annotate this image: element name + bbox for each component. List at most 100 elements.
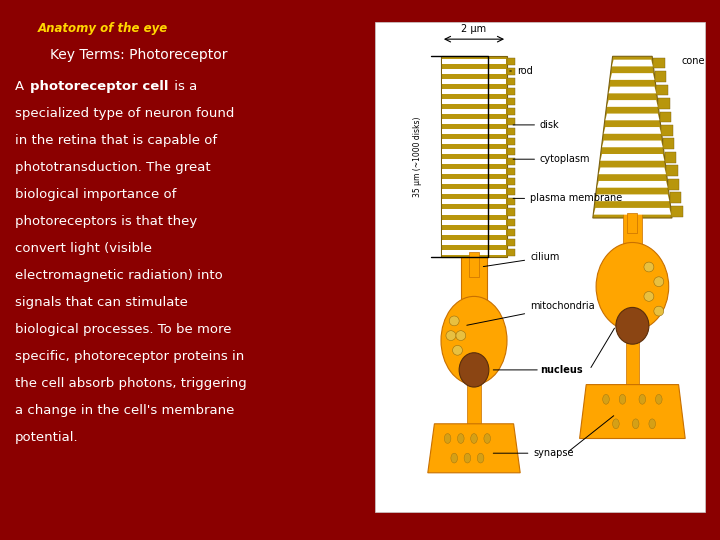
Text: biological processes. To be more: biological processes. To be more [15,323,232,336]
Bar [442,139,506,144]
Ellipse shape [596,242,669,330]
Bar [507,188,516,195]
Bar [658,98,670,109]
Ellipse shape [484,434,490,443]
Bar [663,138,675,149]
Ellipse shape [477,453,484,463]
Ellipse shape [654,277,664,287]
Bar [654,71,666,82]
Ellipse shape [459,353,489,387]
Text: mitochondria: mitochondria [467,301,595,325]
Bar [507,118,516,125]
Bar [442,149,506,154]
Text: cone: cone [682,56,706,66]
Bar [507,88,516,95]
Bar [375,22,705,512]
Bar [507,98,516,105]
Bar [670,192,681,203]
Polygon shape [580,384,685,438]
Bar [442,170,506,174]
Bar [653,58,665,69]
Ellipse shape [446,330,456,341]
Bar [507,68,516,75]
Bar [507,168,516,176]
Bar [469,252,479,277]
Bar [442,109,506,114]
Text: disk: disk [513,120,559,130]
Ellipse shape [444,434,451,443]
Text: photoreceptors is that they: photoreceptors is that they [15,215,197,228]
Ellipse shape [471,434,477,443]
Text: potential.: potential. [15,431,78,444]
Bar [442,159,506,164]
Text: phototransduction. The great: phototransduction. The great [15,161,211,174]
Text: synapse: synapse [493,448,574,458]
Bar [507,58,516,65]
Text: A: A [15,80,28,93]
Ellipse shape [456,330,466,341]
Bar [666,165,678,176]
Bar [461,257,487,306]
Polygon shape [594,208,671,214]
Bar [661,125,672,136]
Polygon shape [612,59,653,66]
Bar [442,59,506,64]
Bar [442,99,506,104]
Text: is a: is a [170,80,197,93]
Bar [507,198,516,205]
Bar [507,178,516,185]
Bar [442,89,506,94]
Ellipse shape [613,419,619,429]
Bar [627,213,637,233]
Bar [442,240,506,245]
Bar [507,219,516,226]
Ellipse shape [603,394,609,404]
Bar [442,179,506,184]
Text: in the retina that is capable of: in the retina that is capable of [15,134,217,147]
Bar [507,138,516,145]
Text: Anatomy of the eye: Anatomy of the eye [38,22,168,35]
Bar [507,108,516,115]
Text: biological importance of: biological importance of [15,188,176,201]
Bar [657,85,668,96]
Bar [442,199,506,205]
Text: convert light (visible: convert light (visible [15,242,152,255]
Bar [507,148,516,155]
Bar [507,78,516,85]
Ellipse shape [453,346,462,355]
Text: cilium: cilium [483,252,559,267]
Text: Key Terms: Photoreceptor: Key Terms: Photoreceptor [50,48,228,62]
Polygon shape [607,100,658,107]
Text: photoreceptor cell: photoreceptor cell [30,80,168,93]
Bar [441,56,507,257]
Bar [442,220,506,225]
Text: rod: rod [510,66,533,76]
Ellipse shape [457,434,464,443]
Text: cytoplasm: cytoplasm [513,154,590,164]
Ellipse shape [616,307,649,344]
Bar [507,128,516,135]
Text: the cell absorb photons, triggering: the cell absorb photons, triggering [15,377,247,390]
Ellipse shape [449,316,459,326]
Ellipse shape [619,394,626,404]
Text: nucleus: nucleus [540,365,582,375]
Text: signals that can stimulate: signals that can stimulate [15,296,188,309]
Text: plasma membrane: plasma membrane [513,193,622,204]
Bar [442,119,506,124]
Text: a change in the cell's membrane: a change in the cell's membrane [15,404,235,417]
Bar [507,228,516,235]
Text: specific, photoreceptor proteins in: specific, photoreceptor proteins in [15,350,244,363]
Bar [442,190,506,194]
Bar [442,69,506,74]
Bar [507,248,516,256]
Bar [467,370,481,424]
Bar [442,129,506,134]
Ellipse shape [654,306,664,316]
Polygon shape [595,194,670,201]
Ellipse shape [644,292,654,301]
Polygon shape [597,181,667,188]
Ellipse shape [644,262,654,272]
Bar [623,213,642,247]
Polygon shape [603,127,661,134]
Text: specialized type of neuron found: specialized type of neuron found [15,107,235,120]
